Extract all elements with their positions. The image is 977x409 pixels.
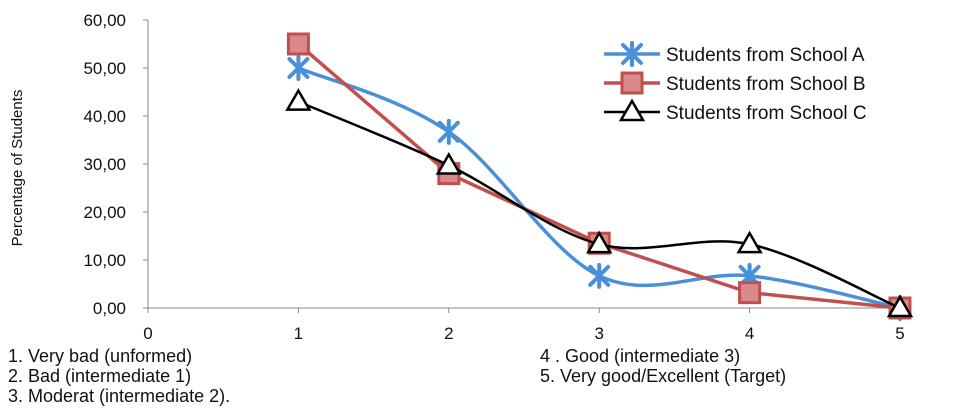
category-note-1: 1. Very bad (unformed) bbox=[8, 346, 193, 366]
legend-marker bbox=[620, 71, 644, 95]
data-point bbox=[736, 230, 763, 254]
category-note-4: 4 . Good (intermediate 3) bbox=[540, 346, 741, 366]
x-tick-label: 1 bbox=[294, 324, 303, 343]
series-3 bbox=[285, 88, 914, 318]
data-point bbox=[285, 88, 312, 111]
data-point bbox=[435, 151, 462, 175]
y-tick-label: 20,00 bbox=[83, 203, 126, 222]
data-point bbox=[287, 55, 310, 81]
chart-axes: 0,00 10,00 20,00 30,00 40,00 50,00 60,00 0 1 2 3 4 5 bbox=[83, 11, 904, 343]
y-tick-label: 10,00 bbox=[83, 251, 126, 270]
series-1 bbox=[287, 55, 911, 321]
legend-item-3: Students from School C bbox=[604, 98, 867, 124]
legend-marker bbox=[621, 41, 643, 67]
x-tick-label: 4 bbox=[745, 324, 754, 343]
line-chart: 0,00 10,00 20,00 30,00 40,00 50,00 60,00 0 1 2 3 4 5… bbox=[9, 11, 914, 343]
x-tick-label: 0 bbox=[143, 324, 152, 343]
series-layer bbox=[285, 32, 914, 321]
data-point bbox=[586, 230, 613, 254]
x-tick-label: 3 bbox=[594, 324, 603, 343]
legend-item-2: Students from School B bbox=[604, 71, 866, 95]
y-axis-label: Percentage of Students bbox=[9, 90, 26, 247]
y-tick-label: 30,00 bbox=[83, 155, 126, 174]
y-tick-label: 60,00 bbox=[83, 11, 126, 30]
y-tick-label: 50,00 bbox=[83, 59, 126, 78]
data-point bbox=[738, 281, 762, 305]
data-point bbox=[437, 118, 460, 145]
legend-label: Students from School C bbox=[666, 103, 867, 124]
data-point bbox=[286, 32, 310, 56]
data-point bbox=[588, 262, 611, 289]
x-tick-label: 2 bbox=[444, 324, 453, 343]
y-tick-label: 0,00 bbox=[93, 299, 126, 318]
chart-legend: Students from School A Students from Scho… bbox=[604, 41, 867, 124]
x-tick-label: 5 bbox=[895, 324, 904, 343]
legend-label: Students from School B bbox=[666, 74, 866, 95]
data-point bbox=[886, 294, 914, 318]
legend-item-1: Students from School A bbox=[604, 41, 865, 67]
category-note-2: 2. Bad (intermediate 1) bbox=[8, 366, 192, 386]
y-tick-label: 40,00 bbox=[83, 107, 126, 126]
category-note-3: 3. Moderat (intermediate 2). bbox=[8, 386, 231, 406]
legend-marker bbox=[618, 98, 646, 122]
category-note-5: 5. Very good/Excellent (Target) bbox=[540, 366, 787, 386]
legend-label: Students from School A bbox=[666, 45, 865, 66]
